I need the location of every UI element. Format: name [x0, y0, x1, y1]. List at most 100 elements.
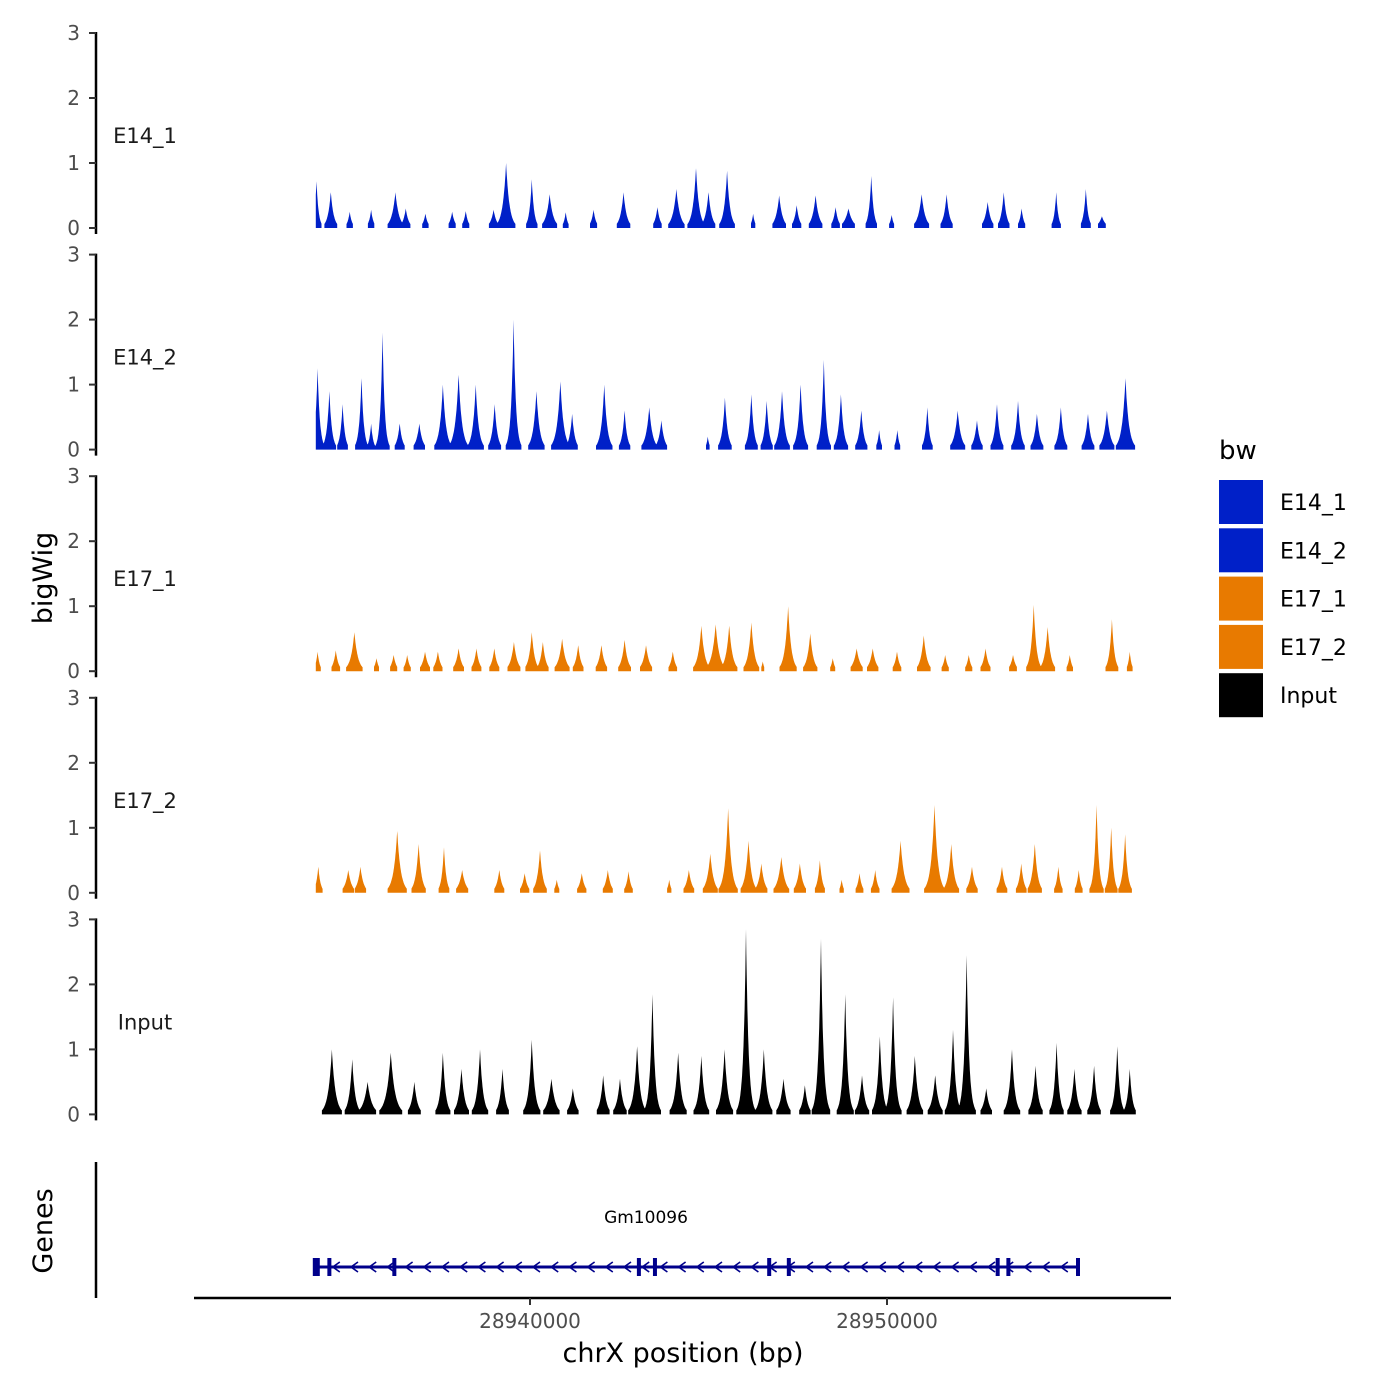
signal-area: [1098, 216, 1106, 228]
track-label: E17_2: [113, 789, 177, 814]
exon-mark: [392, 1258, 397, 1276]
track-E17_1: 0 1 2 3 E17_1: [67, 464, 1133, 683]
strand-arrow: [695, 1261, 705, 1273]
track-label: E17_1: [113, 567, 177, 592]
signal-area: [760, 400, 773, 450]
exon-mark: [636, 1258, 641, 1276]
signal-area: [435, 1052, 451, 1115]
signal-area: [876, 430, 882, 450]
exon-mark: [327, 1258, 332, 1276]
legend-label: E17_1: [1280, 588, 1347, 613]
signal-area: [736, 929, 773, 1115]
signal-area: [889, 215, 895, 228]
track-Input: 0 1 2 3 Input: [67, 907, 1136, 1126]
signal-area: [525, 632, 549, 672]
signal-area: [434, 374, 484, 450]
strand-arrow: [640, 1261, 650, 1273]
gene-model: Gm10096: [312, 1208, 1080, 1276]
signal-area: [420, 651, 430, 672]
signal-area: [980, 1088, 992, 1115]
signal-area: [793, 863, 806, 893]
signal-area: [1054, 407, 1068, 450]
legend-label: E14_1: [1280, 491, 1347, 516]
strand-arrow: [604, 1261, 614, 1273]
signal-area: [528, 391, 545, 450]
legend-swatch: [1219, 624, 1263, 669]
strand-arrow: [731, 1261, 741, 1273]
signal-area: [855, 410, 868, 450]
strand-arrow: [950, 1261, 960, 1273]
signal-area: [941, 655, 949, 672]
signal-area: [1089, 805, 1104, 893]
y-tick-label: 1: [67, 816, 80, 840]
signal-area: [471, 1049, 489, 1115]
signal-area: [394, 423, 405, 450]
signal-area: [520, 873, 530, 893]
signal-area: [773, 857, 790, 893]
exon-mark: [767, 1258, 772, 1276]
signal-area: [543, 1078, 560, 1115]
y-tick-label: 0: [67, 659, 80, 683]
signal-area: [1030, 413, 1044, 450]
legend-swatch: [1219, 673, 1263, 718]
signal-area: [792, 205, 802, 228]
signal-area: [833, 394, 849, 450]
signal-area: [950, 410, 966, 450]
signal-area: [1009, 655, 1017, 672]
track-E14_2: 0 1 2 3 E14_2: [67, 243, 1136, 462]
signal-area: [342, 870, 354, 893]
signal-area: [411, 844, 426, 893]
signal-area: [1080, 189, 1091, 228]
signal-area: [1115, 378, 1136, 450]
strand-arrow: [531, 1261, 541, 1273]
signal-area: [687, 168, 716, 228]
signal-area: [892, 651, 902, 672]
signal-area: [1051, 192, 1061, 228]
signal-area: [966, 866, 978, 893]
strand-arrow: [804, 1261, 814, 1273]
signal-area: [990, 404, 1004, 450]
track-label: E14_1: [113, 124, 177, 149]
track-E14_1: 0 1 2 3 E14_1: [67, 21, 1106, 240]
signal-area: [641, 407, 668, 450]
signal-area: [751, 213, 756, 228]
legend: bw E14_1 E14_2 E17_1 E17_2 Input: [1219, 436, 1347, 718]
signal-area: [716, 1049, 734, 1115]
y-tick-label: 2: [67, 308, 80, 332]
signal-area: [906, 1055, 924, 1115]
strand-arrow: [986, 1261, 996, 1273]
genes-axis-title: Genes: [28, 1188, 59, 1273]
signal-area: [865, 176, 877, 228]
signal-area: [526, 179, 538, 228]
signal-area: [1081, 413, 1095, 450]
signal-area: [761, 661, 765, 672]
legend-item-E17_1: E17_1: [1219, 576, 1347, 621]
legend-swatch: [1219, 576, 1263, 621]
signal-area: [523, 1039, 541, 1115]
signal-area: [1087, 1065, 1101, 1115]
signal-area: [836, 994, 854, 1115]
signal-area: [693, 1055, 710, 1115]
exon-mark: [995, 1258, 1000, 1276]
legend-swatch: [1219, 480, 1263, 524]
signal-area: [462, 211, 470, 228]
signal-area: [816, 359, 831, 450]
strand-arrow: [349, 1261, 359, 1273]
signal-area: [965, 655, 973, 672]
signal-area: [618, 410, 631, 450]
strand-arrow: [495, 1261, 505, 1273]
strand-arrow: [440, 1261, 450, 1273]
strand-arrow: [386, 1261, 395, 1273]
signal-area: [740, 840, 768, 893]
signal-area: [1026, 604, 1056, 672]
signal-area: [562, 212, 569, 228]
signal-area: [702, 853, 718, 893]
signal-area: [850, 648, 863, 672]
signal-area: [1003, 1049, 1021, 1115]
signal-area: [344, 1059, 377, 1115]
signal-area: [628, 994, 661, 1115]
signal-area: [596, 1075, 610, 1115]
x-axis-title: chrX position (bp): [562, 1338, 803, 1369]
signal-area: [669, 1052, 687, 1115]
x-tick-label: 28950000: [836, 1309, 938, 1333]
